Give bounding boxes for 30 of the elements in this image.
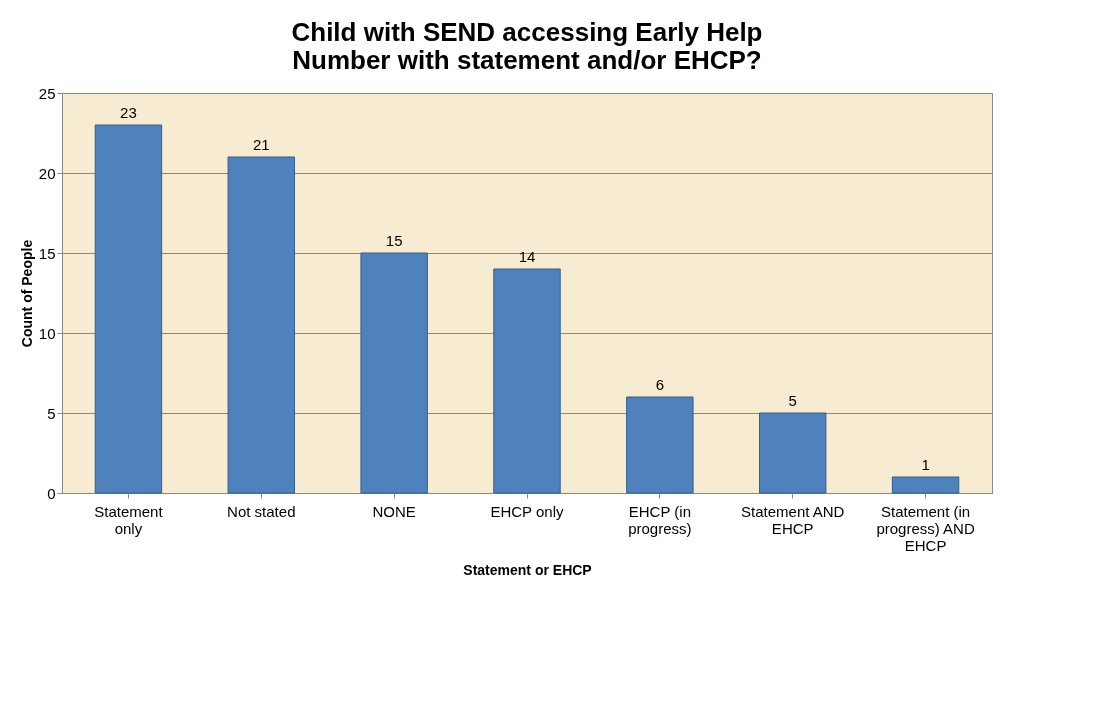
x-tick-label: EHCP (in progress): [628, 502, 692, 537]
data-label: 1: [921, 456, 930, 473]
x-tick-label: EHCP only: [490, 502, 565, 520]
x-tick-label: Statement AND EHCP: [741, 502, 845, 537]
data-label: 15: [385, 232, 403, 249]
bar: [360, 252, 428, 494]
bar: [891, 476, 960, 494]
bar: [227, 156, 295, 494]
bar: [94, 124, 163, 494]
x-tick-label: Not stated: [227, 502, 296, 520]
x-axis-title: Statement or EHCP: [463, 561, 592, 578]
y-axis-title: Count of People: [18, 239, 35, 348]
y-tick-label: 25: [38, 84, 56, 102]
data-label: 6: [655, 376, 665, 393]
data-label: 14: [518, 248, 536, 265]
y-tick-label: 5: [47, 404, 56, 422]
x-tick-label: NONE: [372, 502, 416, 520]
x-tick-label: Statement only: [94, 502, 164, 537]
bar: [626, 396, 694, 494]
y-tick-label: 0: [47, 484, 56, 502]
y-tick-label: 20: [38, 164, 56, 182]
chart-title: Child with SEND accessing Early Help Number with statement and/or EHCP?: [291, 17, 763, 75]
data-label: 21: [252, 136, 270, 153]
bar: [759, 412, 827, 494]
bar: [493, 268, 561, 494]
data-label: 23: [120, 104, 137, 121]
data-label: 5: [788, 392, 797, 409]
y-tick-label: 15: [38, 244, 56, 262]
x-tick-label: Statement (in progress) AND EHCP: [876, 502, 975, 554]
y-tick-label: 10: [38, 324, 56, 342]
